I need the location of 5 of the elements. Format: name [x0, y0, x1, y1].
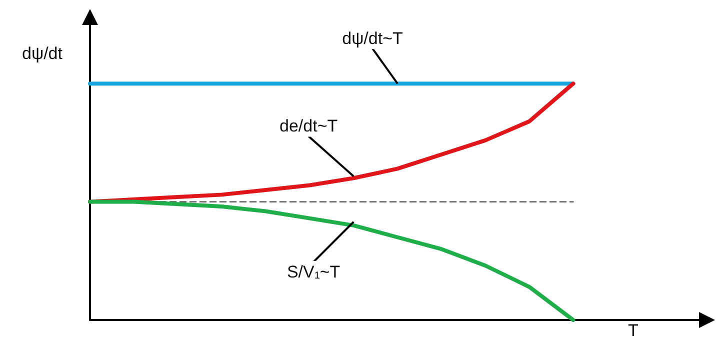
- x-axis-title: T: [628, 321, 638, 340]
- text: dψ/dt~T: [342, 29, 403, 48]
- annotation: S/V1~T: [286, 262, 340, 282]
- y-axis-title: dψ/dt: [22, 44, 63, 63]
- annotation: de/dt~T: [280, 116, 338, 136]
